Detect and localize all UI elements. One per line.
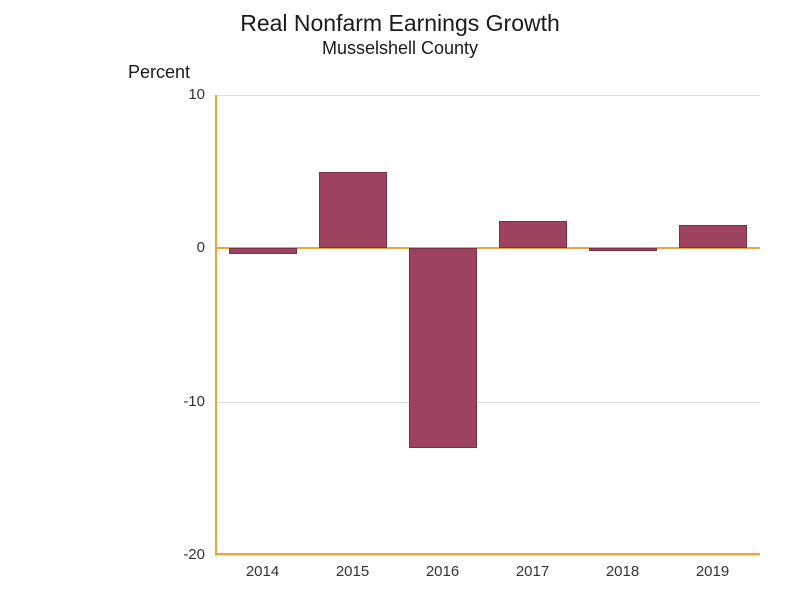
grid-line xyxy=(215,402,760,403)
x-tick-label: 2019 xyxy=(683,563,743,580)
y-tick-label: 0 xyxy=(155,239,205,256)
grid-line xyxy=(215,95,760,96)
bar xyxy=(679,225,747,248)
bar xyxy=(499,221,567,249)
bar xyxy=(409,248,477,447)
x-tick-label: 2018 xyxy=(593,563,653,580)
x-tick-label: 2014 xyxy=(233,563,293,580)
y-tick-label: -20 xyxy=(155,546,205,563)
y-tick-label: -10 xyxy=(155,393,205,410)
y-tick-label: 10 xyxy=(155,86,205,103)
x-tick-label: 2017 xyxy=(503,563,563,580)
plot-area xyxy=(215,95,760,555)
bar xyxy=(229,248,297,254)
chart-container: Real Nonfarm Earnings Growth Musselshell… xyxy=(0,0,800,600)
grid-line xyxy=(215,555,760,556)
x-axis-line xyxy=(215,553,760,555)
chart-title: Real Nonfarm Earnings Growth xyxy=(0,10,800,37)
bar xyxy=(319,172,387,249)
chart-subtitle: Musselshell County xyxy=(0,38,800,59)
y-axis-line xyxy=(215,95,217,555)
bar xyxy=(589,248,657,251)
y-axis-label: Percent xyxy=(128,62,190,83)
x-tick-label: 2015 xyxy=(323,563,383,580)
x-tick-label: 2016 xyxy=(413,563,473,580)
